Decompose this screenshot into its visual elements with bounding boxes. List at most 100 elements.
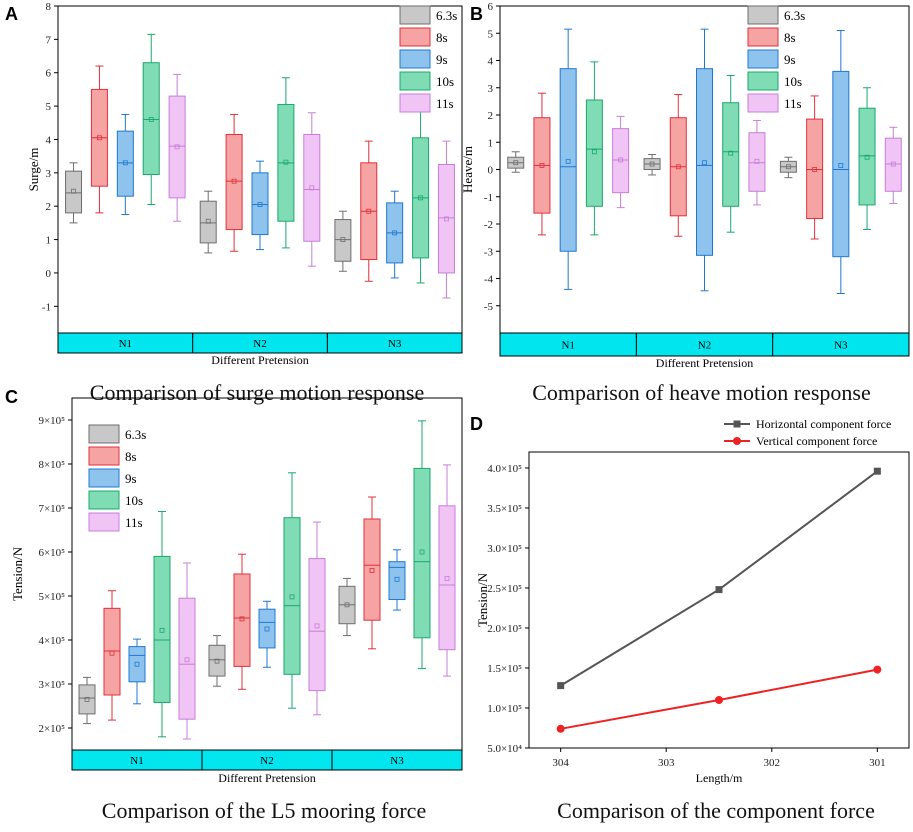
box-iqr [65,170,83,214]
y-tick-label: -5 [484,301,494,313]
panel-B: B -5 -4 -3 -2 -1 0 1 2 3 4 5 6 Heave/m Comparison of h… [460,1,910,405]
box-mean-marker [618,157,624,163]
group-label: N3 [390,755,404,767]
chart-title: Comparison of heave motion response [532,380,871,405]
box-iqr [208,644,226,677]
box-N3-11s [884,126,902,205]
box-N3-10s [412,110,430,284]
box-N1-10s [153,511,171,738]
box-iqr [103,607,121,696]
box-N1-8s [533,92,551,236]
box-mean-marker [134,661,140,667]
y-tick-label: 5 [488,28,494,40]
legend-swatch [747,5,779,25]
box-iqr [832,70,850,258]
x-tick-label: 302 [764,757,781,769]
box-N2-9s [251,160,269,251]
y-tick-label: 4.0×10⁵ [487,463,522,475]
y-tick-label: -2 [484,219,493,231]
box-iqr [308,558,326,692]
legend-label: 8s [436,30,448,45]
y-tick-label: 1.0×10⁵ [487,703,522,715]
legend-swatch [747,49,779,69]
y-tick-label: 2.0×10⁵ [487,623,522,635]
box-N1-11s [612,115,630,209]
y-tick-label: 0 [46,268,52,280]
data-point-circle [715,696,723,704]
box-N2-10s [277,77,295,249]
legend-label: 11s [125,515,143,530]
y-tick-label: 6×10⁵ [38,547,65,559]
series-line-0 [560,470,878,687]
box-mean-marker [314,623,320,629]
box-iqr [438,505,456,651]
y-tick-label: 7 [46,34,52,46]
y-tick-label: 3.5×10⁵ [487,503,522,515]
box-N2-10s [283,472,301,709]
box-N3-9s [386,190,404,279]
legend-label: Vertical component force [756,434,877,448]
box-iqr [363,518,381,621]
box-mean-marker [344,602,350,608]
legend-label: 8s [784,30,796,45]
box-N3-11s [437,140,455,299]
box-N1-6.3s [78,676,96,725]
box-N3-10s [413,420,431,670]
box-mean-marker [231,178,237,184]
box-iqr [142,62,160,176]
box-mean-marker [340,237,346,242]
y-tick-label: -3 [484,246,494,258]
box-mean-marker [97,135,102,141]
box-iqr [806,118,824,220]
legend-swatch [88,446,120,466]
box-mean-marker [369,568,375,573]
box-mean-marker [84,697,90,702]
box-iqr [116,130,134,197]
group-label: N3 [388,338,402,350]
box-mean-marker [309,185,315,191]
legend-swatch [399,71,431,91]
legend-marker [733,420,741,428]
box-mean-marker [838,163,844,168]
box-N2-11s [748,119,766,206]
group-label: N2 [253,338,266,350]
y-axis-label: Tension/N [10,546,25,601]
legend-swatch [747,71,779,91]
box-N1-11s [178,562,196,740]
box-iqr [748,132,766,192]
box-iqr [722,102,740,207]
group-band [71,749,463,771]
legend-swatch [399,93,431,113]
box-iqr [585,99,603,207]
y-axis-label: Heave/m [460,146,475,193]
legend-swatch [88,490,120,510]
box-N3-10s [858,87,876,230]
chart-title: Comparison of the L5 mooring force [102,798,426,823]
box-iqr [233,573,251,667]
box-iqr [225,133,243,231]
box-mean-marker [174,144,180,150]
box-N3-6.3s [334,210,352,272]
box-iqr [283,517,301,675]
box-N2-11s [303,112,321,267]
box-iqr [258,608,276,649]
box-N3-11s [438,464,456,677]
y-tick-label: -4 [484,274,494,286]
box-N1-8s [103,590,121,721]
box-mean-marker [366,208,372,214]
box-N1-9s [128,638,146,705]
box-N3-6.3s [338,577,356,637]
legend-label: 6.3s [125,427,146,442]
box-iqr [303,133,321,242]
legend-label: Horizontal component force [756,417,891,431]
box-N1-10s [585,61,603,236]
panel-label-A: A [5,4,18,24]
group-label: N2 [698,340,711,352]
group-label: N1 [561,340,574,352]
y-tick-label: 6 [488,1,494,13]
box-iqr [168,95,186,199]
box-mean-marker [444,216,449,222]
box-mean-marker [864,154,870,160]
y-tick-label: 1 [488,137,494,149]
y-tick-label: 3.0×10⁵ [487,543,522,555]
